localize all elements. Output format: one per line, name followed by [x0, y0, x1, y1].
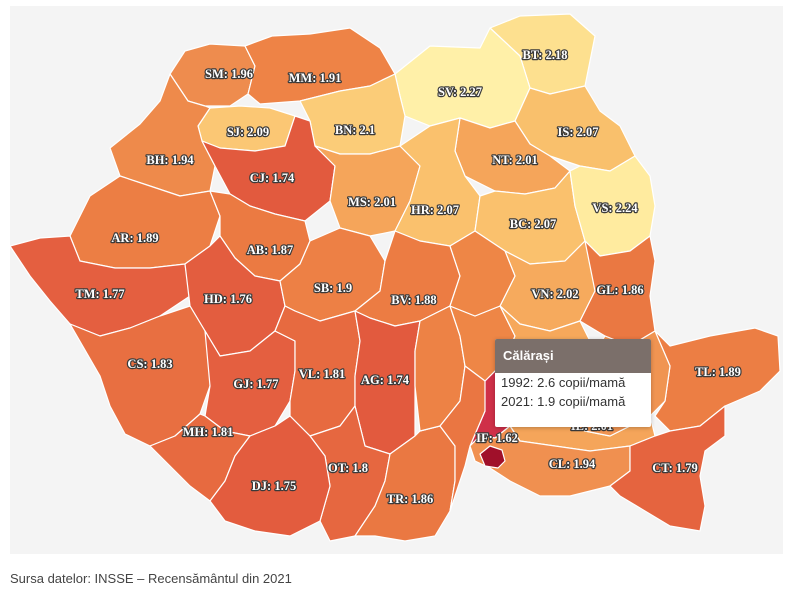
county-label-ot: OT: 1.8: [328, 461, 368, 475]
county-label-bn: BN: 2.1: [335, 123, 375, 137]
county-b[interactable]: [479, 445, 506, 469]
county-label-mh: MH: 1.81: [183, 425, 234, 439]
county-label-vs: VS: 2.24: [592, 201, 638, 215]
county-label-mm: MM: 1.91: [289, 71, 342, 85]
romania-county-map: SM: 1.96 MM: 1.91 BT: 2.18 SV: 2.27 SJ: 2.09…: [10, 13, 781, 542]
county-label-sb: SB: 1.9: [314, 281, 352, 295]
county-label-sm: SM: 1.96: [205, 67, 253, 81]
county-label-is: IS: 2.07: [558, 125, 599, 139]
county-label-tr: TR: 1.86: [387, 492, 434, 506]
county-gr[interactable]: [439, 365, 486, 512]
county-ct[interactable]: [609, 405, 726, 532]
source-note: Sursa datelor: INSSE – Recensământul din…: [10, 571, 292, 586]
county-label-vl: VL: 1.81: [299, 367, 346, 381]
county-label-cs: CS: 1.83: [127, 357, 172, 371]
county-label-bc: BC: 2.07: [510, 217, 557, 231]
county-label-cl: CL: 1.94: [549, 457, 596, 471]
county-label-nt: NT: 2.01: [492, 153, 538, 167]
county-label-sv: SV: 2.27: [438, 85, 482, 99]
county-label-dj: DJ: 1.75: [252, 479, 296, 493]
county-label-ag: AG: 1.74: [361, 373, 410, 387]
county-label-hr: HR: 2.07: [411, 203, 459, 217]
county-label-ms: MS: 2.01: [348, 195, 396, 209]
county-label-vn: VN: 2.02: [531, 287, 578, 301]
county-dj[interactable]: [209, 415, 331, 537]
county-cv[interactable]: [449, 230, 516, 317]
county-label-bh: BH: 1.94: [146, 153, 194, 167]
county-label-ab: AB: 1.87: [247, 243, 294, 257]
county-label-ar: AR: 1.89: [111, 231, 158, 245]
county-label-tm: TM: 1.77: [75, 287, 124, 301]
county-tooltip: Călărași 1992: 2.6 copii/mamă 2021: 1.9 …: [495, 339, 651, 427]
county-label-tl: TL: 1.89: [695, 365, 741, 379]
county-label-gl: GL: 1.86: [596, 283, 643, 297]
county-vs[interactable]: [569, 155, 656, 257]
tooltip-line-2021: 2021: 1.9 copii/mamă: [501, 394, 626, 409]
county-label-bv: BV: 1.88: [391, 293, 436, 307]
county-label-gj: GJ: 1.77: [233, 377, 278, 391]
county-label-sj: SJ: 2.09: [227, 125, 269, 139]
county-label-bt: BT: 2.18: [523, 48, 568, 62]
tooltip-line-1992: 1992: 2.6 copii/mamă: [501, 375, 626, 390]
county-label-ct: CT: 1.79: [652, 461, 698, 475]
county-label-cj: CJ: 1.74: [250, 171, 295, 185]
tooltip-title: Călărași: [495, 339, 651, 373]
county-gl[interactable]: [579, 235, 656, 347]
map-panel: SM: 1.96 MM: 1.91 BT: 2.18 SV: 2.27 SJ: 2.09…: [10, 6, 783, 554]
county-label-if: IF: 1.62: [476, 431, 518, 445]
county-label-hd: HD: 1.76: [204, 292, 252, 306]
